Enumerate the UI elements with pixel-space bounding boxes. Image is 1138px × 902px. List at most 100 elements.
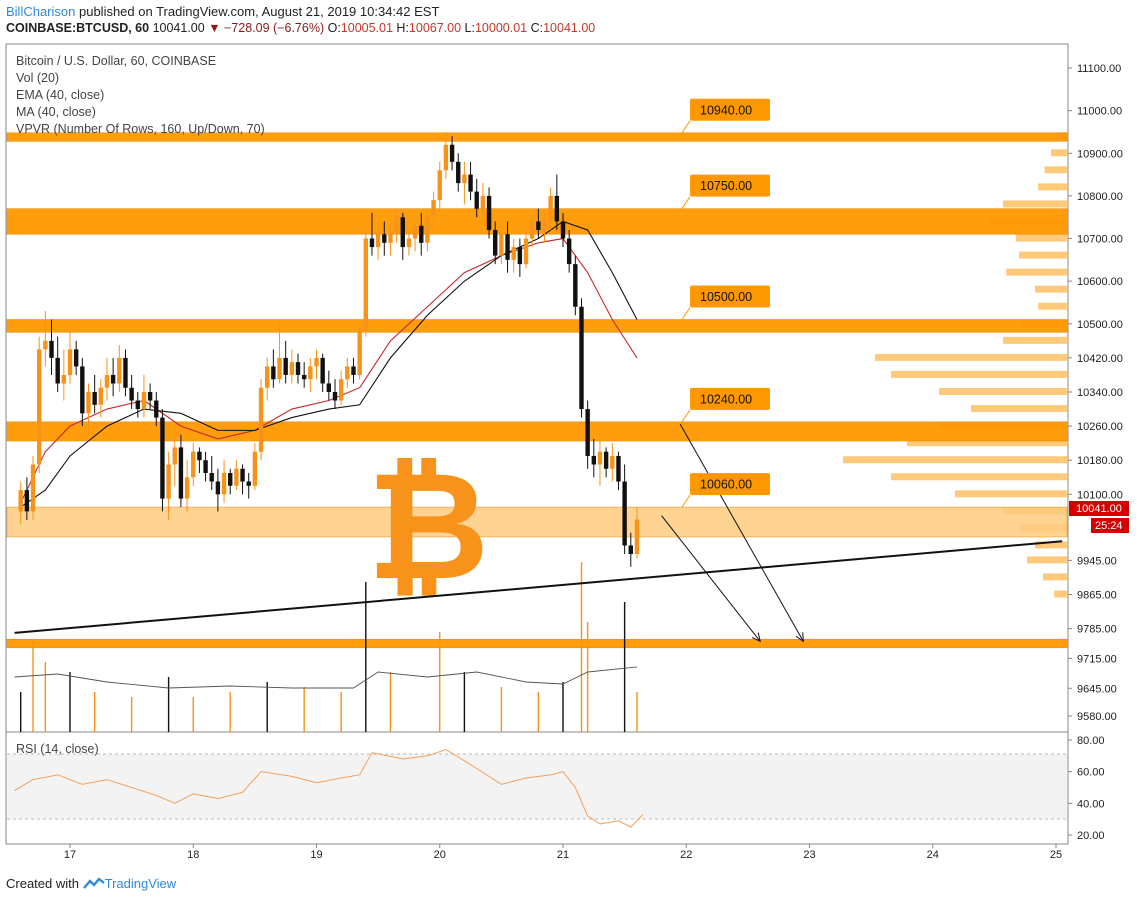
price-tick-label: 10700.00 <box>1077 234 1123 246</box>
price-tick-label: 10900.00 <box>1077 148 1123 160</box>
legend-ema[interactable]: EMA (40, close) <box>16 88 105 102</box>
date-tick-label: 23 <box>803 849 815 861</box>
date-tick-label: 25 <box>1050 849 1062 861</box>
candle-body <box>443 144 449 171</box>
candle-body <box>86 392 91 414</box>
price-tick-label: 9580.00 <box>1077 711 1117 723</box>
candle-body <box>437 170 442 201</box>
candle-body <box>123 357 128 388</box>
rsi-axis[interactable]: 80.00 60.00 40.00 20.00 <box>1068 735 1105 842</box>
moving-averages <box>20 220 638 508</box>
candle-body <box>363 238 368 333</box>
candle-body <box>591 455 597 465</box>
level-label-pointer-0 <box>681 120 691 134</box>
candle-body <box>240 468 245 482</box>
candle-body <box>283 357 288 375</box>
level-zone-3 <box>6 421 1068 442</box>
candle-body <box>61 374 67 384</box>
candle-body <box>154 400 159 418</box>
candle-body <box>104 374 110 388</box>
candle-body <box>49 340 54 358</box>
candle-body <box>246 481 251 486</box>
date-tick-label: 19 <box>310 849 322 861</box>
candle-body <box>110 374 116 384</box>
vpvr-row <box>1035 541 1067 549</box>
price-pane[interactable] <box>5 43 1069 733</box>
level-labels: 10940.00 10750.00 10500.00 10240.00 10060.00 <box>681 98 770 508</box>
vpvr-row <box>1027 556 1067 564</box>
candle-body <box>98 387 104 405</box>
date-tick-label: 18 <box>187 849 199 861</box>
candles <box>18 131 640 567</box>
candle-body <box>197 451 202 461</box>
candle-body <box>172 447 177 465</box>
candle-body <box>486 195 492 230</box>
volume-bars <box>14 562 638 732</box>
legend-vol[interactable]: Vol (20) <box>16 71 60 85</box>
open-value: 10005.01 <box>340 21 393 35</box>
candle-body <box>462 174 467 184</box>
vpvr-row <box>891 473 1067 481</box>
candle-body <box>597 451 603 465</box>
candle-body <box>209 473 214 482</box>
low-label: L: <box>464 21 475 35</box>
level-label-pointer-1 <box>681 196 691 209</box>
bitcoin-logo-icon: ₿ <box>367 440 489 614</box>
projection-arrow-1[interactable] <box>679 423 804 642</box>
legend-ma[interactable]: MA (40, close) <box>16 105 96 119</box>
candle-body <box>579 306 584 410</box>
date-tick-label: 17 <box>64 849 76 861</box>
candle-body <box>351 366 356 375</box>
tradingview-logo-icon[interactable] <box>82 877 105 893</box>
level-zone-4 <box>6 506 1068 538</box>
candle-body <box>480 195 486 209</box>
vpvr-row <box>1038 183 1067 191</box>
candle-body <box>505 234 510 260</box>
candle-body <box>388 234 393 243</box>
candle-body <box>221 473 227 495</box>
legend-title[interactable]: Bitcoin / U.S. Dollar, 60, COINBASE <box>16 54 217 68</box>
vpvr-row <box>939 388 1067 395</box>
drawings[interactable] <box>14 423 1063 643</box>
level-zone-5 <box>6 638 1068 649</box>
vpvr-row <box>907 439 1067 447</box>
candle-body <box>178 447 184 499</box>
vpvr-row <box>1015 234 1067 242</box>
vpvr-row <box>955 490 1067 498</box>
candle-body <box>191 451 196 478</box>
author-name[interactable]: BillCharison <box>6 4 76 19</box>
candle-body <box>141 392 147 410</box>
arrow-head-0 <box>751 632 761 643</box>
vpvr-row <box>1044 166 1067 174</box>
projection-arrow-0[interactable] <box>661 515 761 642</box>
candle-body <box>55 357 60 384</box>
vpvr-row <box>875 353 1067 361</box>
candle-body <box>431 200 436 218</box>
legend-vpvr[interactable]: VPVR (Number Of Rows, 160, Up/Down, 70) <box>16 122 265 136</box>
candle-body <box>30 464 36 512</box>
price-tick-label: 10500.00 <box>1077 319 1123 331</box>
candle-body <box>394 217 399 235</box>
price-tick-label: 10600.00 <box>1077 276 1123 288</box>
rsi-tick-label: 80.00 <box>1077 735 1105 747</box>
candle-body <box>554 195 560 222</box>
price-tick-label: 9645.00 <box>1077 683 1117 695</box>
candle-body <box>326 383 332 392</box>
level-label-pointer-2 <box>681 307 691 320</box>
candle-body <box>160 417 165 499</box>
footer: Created with TradingView <box>6 876 176 893</box>
vpvr-row <box>1035 285 1067 293</box>
last-price: 10041.00 <box>152 21 205 35</box>
candle-body <box>203 460 208 473</box>
rsi-band <box>7 754 1067 819</box>
time-axis[interactable]: 17 18 19 20 21 22 23 24 25 <box>64 844 1062 861</box>
tradingview-brand[interactable]: TradingView <box>104 876 177 891</box>
candle-body <box>357 332 362 375</box>
rsi-line <box>14 748 644 828</box>
candle-body <box>400 217 405 248</box>
candle-body <box>43 340 48 350</box>
trend-line[interactable] <box>14 540 1063 634</box>
rsi-legend[interactable]: RSI (14, close) <box>16 742 99 756</box>
price-axis[interactable]: 11100.00 11000.00 10900.00 10800.00 10700.00… <box>1068 63 1123 723</box>
